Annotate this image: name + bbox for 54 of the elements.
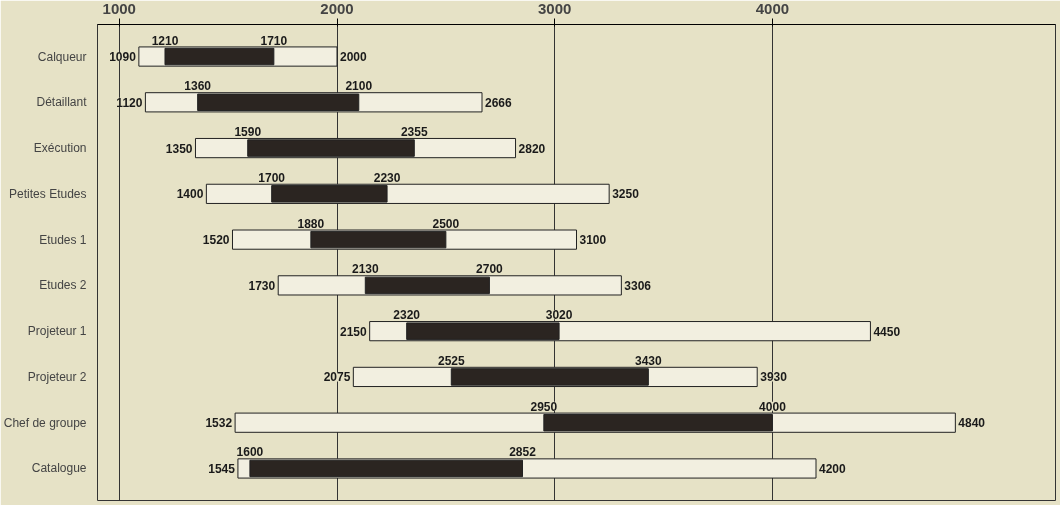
annotation: 1600 (236, 445, 264, 460)
annotation: 2950 (530, 399, 558, 414)
annotation: 3930 (760, 370, 788, 385)
annotation: 1400 (176, 187, 204, 202)
annotation: 3430 (635, 353, 663, 368)
y-tick-label: Exécution (33, 141, 87, 156)
annotation: 3020 (545, 308, 573, 323)
annotation: 1700 (258, 170, 286, 185)
annotation: 1520 (202, 233, 230, 248)
annotation: 2500 (432, 216, 460, 231)
y-tick-label: Chef de groupe (3, 415, 87, 430)
y-tick-label: Etudes 1 (39, 232, 87, 247)
annotation: 2230 (373, 170, 401, 185)
y-tick-label: Projeteur 1 (27, 324, 87, 339)
y-tick-label: Calqueur (37, 49, 87, 64)
annotation: 2700 (476, 262, 504, 277)
annotation: 2666 (485, 95, 513, 110)
y-tick-label: Etudes 2 (39, 278, 87, 293)
annotation: 3100 (579, 233, 607, 248)
annotation: 1120 (116, 95, 143, 110)
annotation: 1730 (248, 278, 276, 293)
annotation: 4840 (958, 416, 986, 431)
annotation: 3250 (612, 187, 640, 202)
annotation: 2820 (518, 141, 546, 156)
x-tick-label: 4000 (755, 0, 790, 17)
annotation: 1545 (208, 461, 236, 476)
annotation: 1880 (297, 216, 325, 231)
annotation: 4000 (759, 399, 787, 414)
y-tick-label: Petites Etudes (9, 186, 87, 201)
annotation: 1210 (151, 33, 179, 48)
x-tick-label: 2000 (320, 0, 354, 17)
annotation: 2525 (437, 353, 465, 368)
annotation: 2320 (393, 308, 421, 323)
y-tick-label: Détaillant (36, 95, 88, 110)
annotation: 1360 (184, 79, 212, 94)
annotation: 3306 (624, 278, 652, 293)
annotation: 2355 (400, 125, 428, 140)
annotation: 1090 (109, 50, 137, 65)
x-tick-label: 3000 (538, 0, 572, 17)
annotation: 1532 (205, 416, 233, 431)
y-tick-label: Catalogue (31, 461, 87, 476)
annotation: 1710 (260, 33, 288, 48)
annotation: 2100 (345, 79, 373, 94)
y-tick-label: Projeteur 2 (27, 369, 87, 384)
annotation: 2852 (509, 445, 537, 460)
annotation: 2130 (351, 262, 379, 277)
annotation: 1350 (165, 141, 193, 156)
x-tick-label: 1000 (102, 0, 136, 17)
annotation: 4200 (819, 461, 847, 476)
annotation: 4450 (873, 324, 901, 339)
annotation: 2075 (323, 370, 351, 385)
annotation: 1590 (234, 125, 262, 140)
annotation: 2000 (340, 50, 368, 65)
annotation: 2150 (339, 324, 367, 339)
